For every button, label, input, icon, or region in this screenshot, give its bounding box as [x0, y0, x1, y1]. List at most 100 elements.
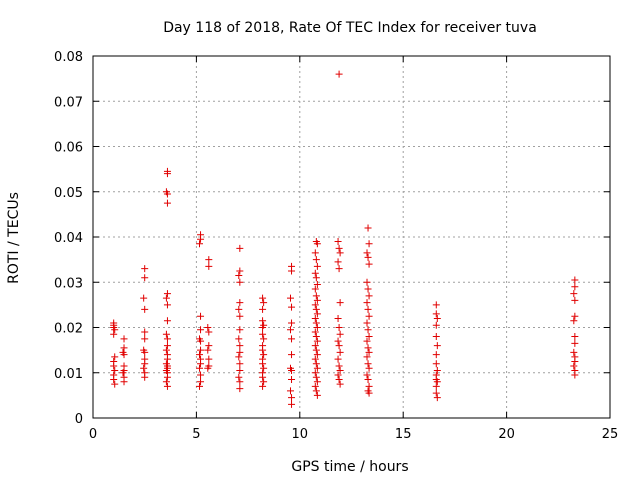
data-point-plus	[334, 355, 342, 363]
data-point-plus	[163, 382, 171, 390]
data-point-plus	[364, 305, 372, 313]
data-point-plus	[288, 303, 296, 311]
data-point-plus	[163, 190, 171, 198]
data-point-plus	[363, 371, 371, 379]
data-point-plus	[364, 376, 372, 384]
data-point-plus	[141, 360, 149, 368]
data-point-plus	[311, 269, 319, 277]
data-point-plus	[336, 380, 344, 388]
data-point-plus	[162, 330, 170, 338]
data-point-plus	[363, 319, 371, 327]
data-point-plus	[111, 326, 119, 334]
data-point-plus	[236, 244, 244, 252]
data-point-plus	[365, 333, 373, 341]
data-point-plus	[365, 382, 373, 390]
data-point-plus	[288, 351, 296, 359]
grid-lines	[93, 56, 610, 418]
data-point-plus	[162, 346, 170, 354]
data-point-plus	[119, 369, 127, 377]
data-point-plus	[163, 170, 171, 178]
data-point-plus	[363, 337, 371, 345]
data-point-plus	[141, 373, 149, 381]
data-point-plus	[196, 240, 204, 248]
data-point-plus	[259, 330, 267, 338]
data-point-plus	[259, 382, 267, 390]
y-tick-label: 0	[75, 412, 83, 427]
data-point-plus	[197, 371, 205, 379]
data-point-plus	[236, 278, 244, 286]
data-point-plus	[236, 348, 244, 356]
data-point-plus	[205, 355, 213, 363]
data-point-plus	[288, 335, 296, 343]
data-point-plus	[363, 278, 371, 286]
data-point-plus	[259, 305, 267, 313]
data-point-plus	[311, 314, 319, 322]
data-point-plus	[141, 335, 149, 343]
data-point-plus	[334, 337, 342, 345]
data-point-plus	[260, 299, 268, 307]
data-point-plus	[334, 238, 342, 246]
data-point-plus	[235, 305, 243, 313]
data-point-plus	[259, 373, 267, 381]
data-point-plus	[120, 335, 128, 343]
data-point-plus	[313, 262, 321, 270]
data-point-plus	[571, 276, 579, 284]
x-axis-label: GPS time / hours	[291, 459, 408, 475]
data-point-plus	[110, 376, 118, 384]
x-tick-label: 10	[292, 427, 309, 442]
data-point-plus	[204, 346, 212, 354]
data-point-plus	[288, 376, 296, 384]
data-point-plus	[286, 326, 294, 334]
data-point-plus	[197, 326, 205, 334]
data-point-plus	[432, 360, 440, 368]
y-axis-label: ROTI / TECUs	[6, 192, 22, 284]
data-point-plus	[163, 335, 171, 343]
data-point-plus	[571, 283, 579, 291]
data-point-plus	[141, 348, 149, 356]
data-point-plus	[204, 364, 212, 372]
data-point-plus	[364, 326, 372, 334]
data-point-plus	[288, 267, 296, 275]
data-point-plus	[120, 351, 128, 359]
y-tick-label: 0.05	[54, 186, 83, 201]
data-point-plus	[141, 274, 149, 282]
data-point-plus	[163, 355, 171, 363]
data-points	[110, 70, 579, 408]
data-point-plus	[571, 312, 579, 320]
data-point-plus	[365, 364, 373, 372]
data-point-plus	[311, 301, 319, 309]
data-point-plus	[432, 333, 440, 341]
data-point-plus	[365, 260, 373, 268]
data-point-plus	[312, 319, 320, 327]
data-point-plus	[365, 240, 373, 248]
data-point-plus	[365, 312, 373, 320]
data-point-plus	[236, 378, 244, 386]
data-point-plus	[311, 369, 319, 377]
data-point-plus	[364, 360, 372, 368]
data-point-plus	[236, 342, 244, 350]
data-point-plus	[259, 346, 267, 354]
data-point-plus	[364, 253, 372, 261]
data-point-plus	[432, 382, 440, 390]
data-point-plus	[313, 310, 321, 318]
data-point-plus	[433, 314, 441, 322]
data-point-plus	[260, 335, 268, 343]
data-point-plus	[433, 342, 441, 350]
x-tick-label: 0	[89, 427, 97, 442]
data-point-plus	[570, 317, 578, 325]
data-point-plus	[312, 333, 320, 341]
data-point-plus	[236, 312, 244, 320]
plot-frame	[92, 55, 611, 419]
data-point-plus	[364, 224, 372, 232]
data-point-plus	[570, 290, 578, 298]
data-point-plus	[162, 378, 170, 386]
data-point-plus	[432, 389, 440, 397]
data-point-plus	[110, 330, 118, 338]
data-point-plus	[259, 324, 267, 331]
data-point-plus	[432, 301, 440, 309]
data-point-plus	[364, 344, 372, 352]
y-tick-label: 0.06	[54, 141, 83, 156]
data-point-plus	[432, 310, 440, 318]
data-point-plus	[286, 387, 294, 395]
data-point-plus	[363, 249, 371, 257]
